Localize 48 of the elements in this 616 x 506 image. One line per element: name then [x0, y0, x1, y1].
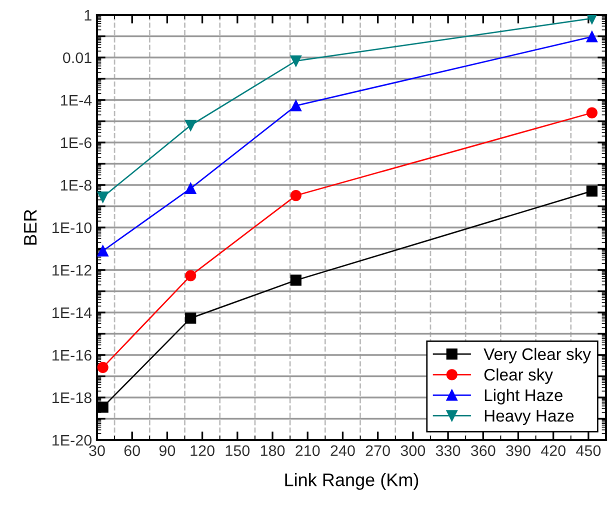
point — [185, 120, 196, 131]
x-tick-label: 180 — [260, 445, 285, 456]
point — [586, 15, 598, 24]
y-tick-label: 1E-20 — [52, 434, 92, 446]
point — [97, 362, 108, 373]
y-tick-label: 1E-18 — [52, 392, 92, 404]
x-tick-label: 300 — [400, 445, 426, 456]
point — [586, 107, 598, 118]
x-tick-label: 330 — [436, 445, 460, 456]
point — [290, 190, 302, 202]
y-tick-label: 1E-6 — [61, 137, 92, 148]
y-tick-label: 1E-10 — [52, 222, 92, 234]
x-tick-label: 420 — [540, 445, 566, 456]
x-tick-label: 450 — [576, 445, 601, 456]
x-tick-label: 390 — [506, 445, 530, 456]
point — [290, 55, 302, 66]
x-tick-label: 360 — [470, 445, 496, 456]
x-tick-label: 60 — [124, 445, 140, 456]
x-tick-label: 210 — [296, 445, 320, 456]
legend-label: Clear sky — [484, 368, 553, 384]
y-axis-title: BER — [24, 210, 37, 245]
point — [185, 270, 196, 282]
y-tick-label: 1E-16 — [52, 350, 92, 361]
point — [185, 312, 196, 324]
x-tick-label: 120 — [190, 445, 214, 456]
x-axis-title: Link Range (Km) — [285, 472, 418, 490]
point — [97, 192, 108, 203]
point — [185, 182, 196, 194]
legend-label: Heavy Haze — [484, 410, 574, 425]
y-tick-label: 1E-14 — [52, 308, 92, 318]
point — [586, 31, 598, 42]
y-tick-label: 1E-8 — [61, 180, 92, 191]
point — [290, 100, 302, 112]
y-tick-label: 1E-4 — [61, 95, 92, 106]
point — [586, 185, 598, 197]
x-tick-label: 270 — [366, 445, 390, 456]
point — [97, 402, 108, 413]
y-tick-label: 0.01 — [63, 52, 92, 64]
point — [290, 274, 302, 286]
x-tick-label: 240 — [330, 445, 355, 456]
legend-label: Very Clear sky — [484, 348, 591, 364]
legend-label: Light Haze — [484, 388, 562, 404]
y-tick-label: 1E-12 — [52, 264, 92, 276]
x-tick-label: 30 — [89, 445, 105, 456]
x-tick-label: 90 — [159, 445, 176, 456]
point — [97, 245, 108, 256]
y-tick-label: 1 — [84, 10, 92, 21]
x-tick-label: 150 — [226, 445, 250, 456]
